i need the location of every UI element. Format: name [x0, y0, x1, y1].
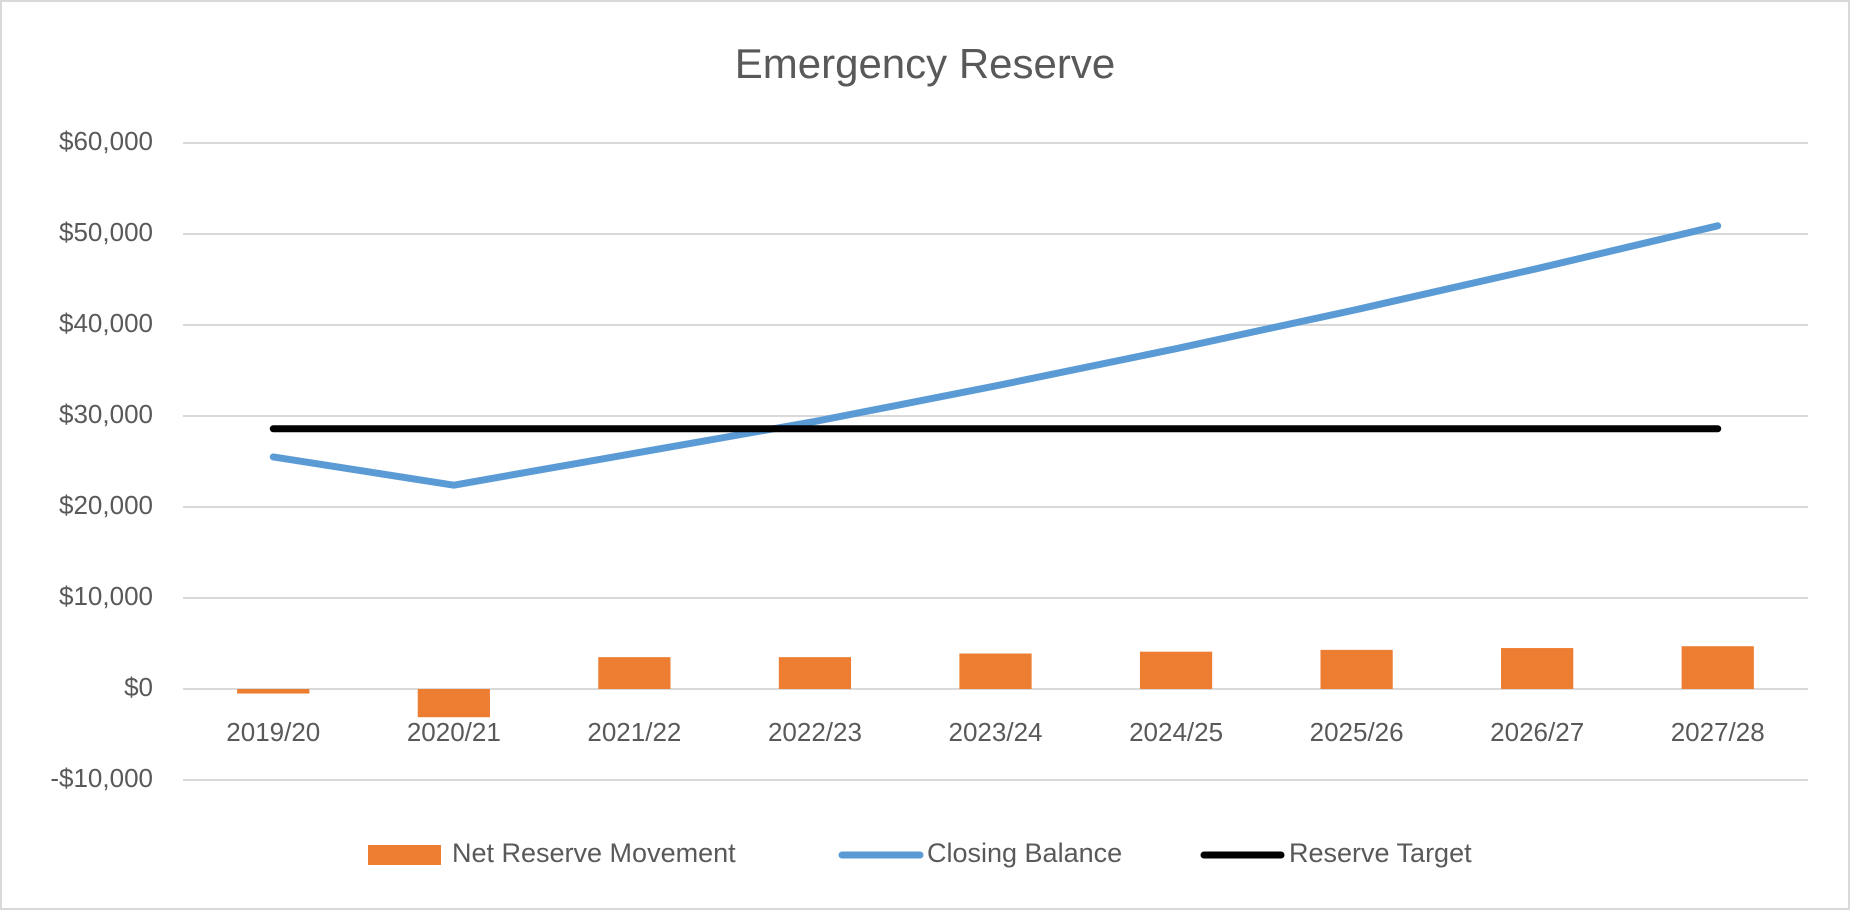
x-tick-label: 2020/21: [407, 717, 501, 747]
bar: [1681, 646, 1754, 689]
bar: [237, 689, 310, 694]
y-tick-label: -$10,000: [50, 763, 153, 793]
x-tick-label: 2023/24: [949, 717, 1043, 747]
y-tick-label: $40,000: [59, 308, 153, 338]
x-tick-label: 2026/27: [1490, 717, 1584, 747]
legend-label: Net Reserve Movement: [452, 838, 736, 868]
x-tick-label: 2019/20: [226, 717, 320, 747]
x-tick-label: 2024/25: [1129, 717, 1223, 747]
x-tick-label: 2027/28: [1671, 717, 1765, 747]
y-tick-label: $20,000: [59, 490, 153, 520]
y-tick-label: $10,000: [59, 581, 153, 611]
line: [269, 222, 1722, 489]
x-tick-label: 2021/22: [587, 717, 681, 747]
y-tick-label: $0: [124, 672, 153, 702]
y-tick-label: $50,000: [59, 217, 153, 247]
y-tick-label: $30,000: [59, 399, 153, 429]
x-tick-label: 2025/26: [1310, 717, 1404, 747]
chart-title: Emergency Reserve: [735, 40, 1115, 87]
bar: [417, 689, 490, 718]
bar: [1320, 649, 1393, 689]
bar: [1139, 651, 1213, 689]
bar: [598, 657, 671, 689]
x-tick-label: 2022/23: [768, 717, 862, 747]
y-tick-label: $60,000: [59, 126, 153, 156]
legend-label: Closing Balance: [927, 838, 1122, 868]
bar: [959, 653, 1032, 689]
legend-label: Reserve Target: [1289, 838, 1472, 868]
bar: [778, 657, 852, 689]
bar: [1501, 648, 1574, 689]
legend-swatch: [368, 845, 441, 865]
